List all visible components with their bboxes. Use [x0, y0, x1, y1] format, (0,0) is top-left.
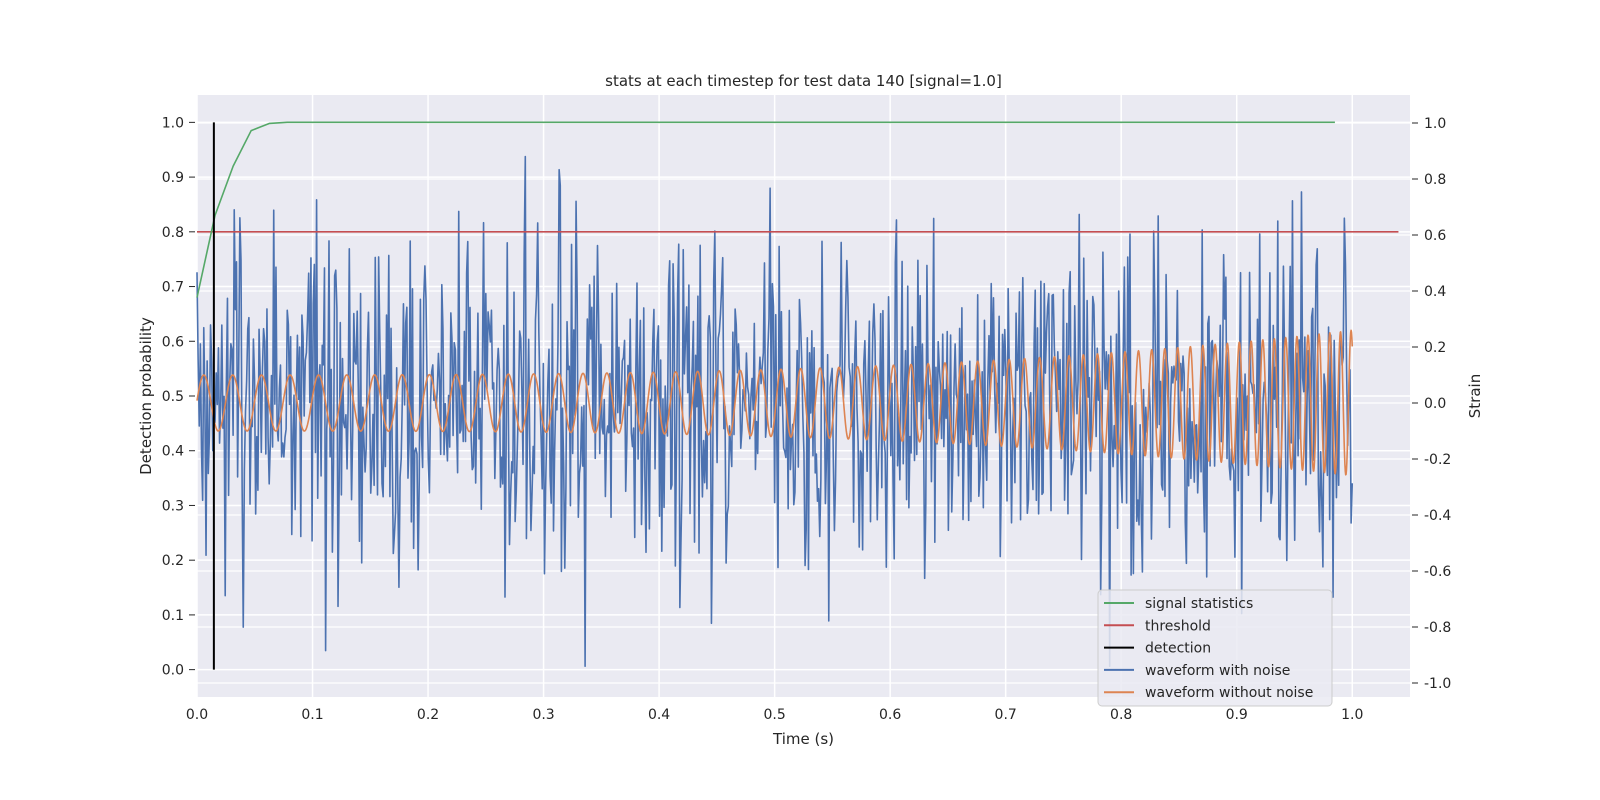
legend: signal statistics threshold detection wavef…: [1097, 589, 1333, 707]
y-right-tick-label: -0.8: [1424, 620, 1451, 636]
x-tick-label: 0.1: [301, 707, 323, 723]
x-tick-label: 0.7: [995, 707, 1017, 723]
series-line-waveform-with-noise: [196, 155, 1354, 668]
y-left-tick-label: 0.9: [162, 170, 184, 186]
x-tick-label: 0.0: [186, 707, 208, 723]
x-tick-label: 1.0: [1341, 707, 1363, 723]
x-tick-label: 0.8: [1110, 707, 1132, 723]
y-right-tick-label: -1.0: [1424, 676, 1451, 692]
y-right-tick-label: -0.4: [1424, 508, 1451, 524]
x-tick-label: 0.3: [532, 707, 554, 723]
y-left-tick-label: 0.1: [162, 608, 184, 624]
x-tick-label: 0.2: [417, 707, 439, 723]
series-line-signal-statistics: [196, 121, 1335, 298]
axes-layer: 0.0 0.1 0.2 0.3 0.4 0.5 0.6 0.7 0.8 0.9 1.0 0.0 0.1 0…: [162, 115, 1452, 723]
legend-label: signal statistics: [1145, 596, 1253, 612]
legend-label: detection: [1145, 641, 1211, 657]
x-tick-label: 0.6: [879, 707, 901, 723]
y-left-tick-label: 0.8: [162, 225, 184, 241]
y-left-tick-label: 0.0: [162, 663, 184, 679]
y-right-tick-label: 0.6: [1424, 228, 1446, 244]
y-right-tick-label: 0.4: [1424, 284, 1446, 300]
y-right-tick-label: -0.2: [1424, 452, 1451, 468]
y-right-tick-label: 1.0: [1424, 116, 1446, 132]
y-left-tick-label: 0.4: [162, 444, 184, 460]
x-tick-label: 0.4: [648, 707, 670, 723]
y-axis-left-title: Detection probability: [137, 317, 155, 475]
y-left-tick-label: 1.0: [162, 115, 184, 131]
y-axis-right-title: Strain: [1466, 374, 1484, 418]
y-right-tick-label: 0.0: [1424, 396, 1446, 412]
legend-label: threshold: [1145, 618, 1211, 634]
y-right-tick-label: 0.2: [1424, 340, 1446, 356]
y-right-tick-label: -0.6: [1424, 564, 1451, 580]
y-left-tick-label: 0.5: [162, 389, 184, 405]
x-axis-title: Time (s): [772, 730, 834, 748]
y-left-tick-label: 0.2: [162, 553, 184, 569]
series-line-waveform-without-noise: [196, 329, 1354, 476]
legend-box: [1097, 589, 1333, 707]
legend-label: waveform without noise: [1145, 685, 1313, 701]
series-layer: [196, 121, 1399, 670]
legend-label: waveform with noise: [1145, 663, 1290, 679]
chart-title: stats at each timestep for test data 140…: [605, 72, 1002, 90]
x-tick-label: 0.9: [1226, 707, 1248, 723]
y-left-tick-label: 0.3: [162, 498, 184, 514]
y-right-tick-label: 0.8: [1424, 172, 1446, 188]
y-left-tick-label: 0.6: [162, 334, 184, 350]
x-tick-label: 0.5: [763, 707, 785, 723]
y-left-tick-label: 0.7: [162, 280, 184, 296]
